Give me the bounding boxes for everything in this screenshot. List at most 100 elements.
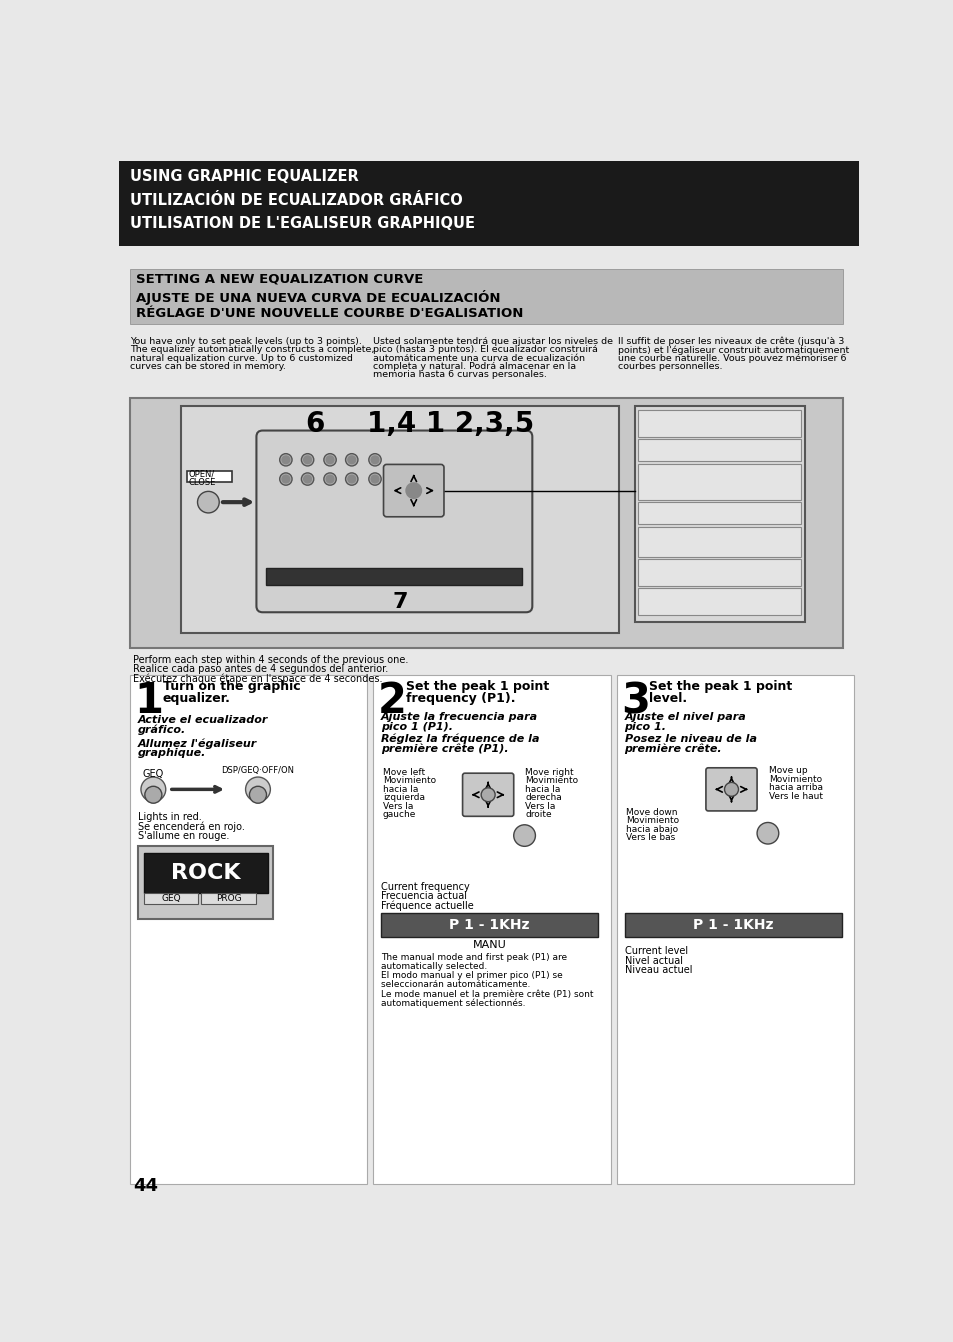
Bar [624,913,841,937]
Bar [381,913,598,937]
Circle shape [757,823,778,844]
Text: Posez le niveau de la: Posez le niveau de la [624,734,756,743]
Text: P 1 - 1KHz: P 1 - 1KHz [449,918,530,931]
Text: Active el ecualizador: Active el ecualizador [137,715,268,726]
Text: Turn on the graphic: Turn on the graphic [162,680,300,692]
Text: level.: level. [649,692,687,706]
Text: memoria hasta 6 curvas personales.: memoria hasta 6 curvas personales. [373,370,547,380]
Text: Set the peak 1 point: Set the peak 1 point [406,680,549,692]
Circle shape [141,777,166,801]
Text: Realice cada paso antes de 4 segundos del anterior.: Realice cada paso antes de 4 segundos de… [133,664,388,674]
Text: natural equalization curve. Up to 6 customized: natural equalization curve. Up to 6 cust… [130,353,353,362]
Text: automáticamente una curva de ecualización: automáticamente una curva de ecualizació… [373,353,585,362]
Text: Perform each step within 4 seconds of the previous one.: Perform each step within 4 seconds of th… [133,655,408,664]
Circle shape [245,777,270,801]
Text: OPEN/: OPEN/ [188,470,214,479]
Text: courbes personnelles.: courbes personnelles. [617,362,721,370]
Bar [137,847,274,919]
Circle shape [513,825,535,847]
Circle shape [345,454,357,466]
Text: PROG: PROG [215,894,241,903]
Text: 7: 7 [392,592,407,612]
Text: The manual mode and first peak (P1) are: The manual mode and first peak (P1) are [381,953,567,962]
FancyBboxPatch shape [256,431,532,612]
Text: USING GRAPHIC EQUALIZER: USING GRAPHIC EQUALIZER [130,169,358,184]
Text: curves can be stored in memory.: curves can be stored in memory. [130,362,286,370]
Text: 44: 44 [133,1177,158,1196]
Text: une courbe naturelle. Vous pouvez mémoriser 6: une courbe naturelle. Vous pouvez mémori… [617,353,845,364]
Text: Ajuste el nivel para: Ajuste el nivel para [624,713,745,722]
Text: hacia arriba: hacia arriba [768,784,821,792]
Circle shape [371,456,378,463]
Circle shape [301,454,314,466]
Text: izquierda: izquierda [382,793,424,803]
Text: pico (hasta 3 puntos). El ecualizador construirá: pico (hasta 3 puntos). El ecualizador co… [373,345,598,354]
Text: frequency (P1).: frequency (P1). [406,692,515,706]
Text: P 1 - 1KHz: P 1 - 1KHz [692,918,773,931]
Bar [638,560,801,586]
Circle shape [369,454,381,466]
Text: UTILIZACIÓN DE ECUALIZADOR GRÁFICO: UTILIZACIÓN DE ECUALIZADOR GRÁFICO [130,193,462,208]
Text: equalizer.: equalizer. [162,692,231,706]
Text: MANU: MANU [473,941,506,950]
Text: Lights in red.: Lights in red. [137,812,201,823]
Text: Move right: Move right [525,768,574,777]
Circle shape [301,472,314,486]
Text: AJUSTE DE UNA NUEVA CURVA DE ECUALIZACIÓN: AJUSTE DE UNA NUEVA CURVA DE ECUALIZACIÓ… [136,290,500,305]
Circle shape [279,472,292,486]
Bar [617,675,853,1184]
Text: hacia abajo: hacia abajo [625,825,678,833]
Circle shape [326,475,334,483]
Text: Il suffit de poser les niveaux de crête (jusqu'à 3: Il suffit de poser les niveaux de crête … [617,337,843,346]
FancyBboxPatch shape [705,768,757,811]
Text: pico 1.: pico 1. [624,722,666,731]
Text: RÉGLAGE D'UNE NOUVELLE COURBE D'EGALISATION: RÉGLAGE D'UNE NOUVELLE COURBE D'EGALISAT… [136,306,523,319]
Text: The equalizer automatically constructs a complete,: The equalizer automatically constructs a… [130,345,375,354]
Circle shape [197,491,219,513]
Text: Réglez la fréquence de la: Réglez la fréquence de la [381,734,539,745]
Text: Current frequency: Current frequency [381,882,470,892]
Bar [144,894,198,905]
Text: Move left: Move left [382,768,424,777]
Text: Current level: Current level [624,946,687,957]
Bar [130,675,367,1184]
Bar [119,161,858,246]
Text: derecha: derecha [525,793,561,803]
Bar [201,894,255,905]
Text: droite: droite [525,811,552,819]
Text: première crête.: première crête. [624,743,721,754]
Circle shape [303,456,311,463]
Text: Vers la: Vers la [525,801,556,811]
Text: Fréquence actuelle: Fréquence actuelle [381,900,474,911]
Text: Vers le bas: Vers le bas [625,833,675,843]
Text: pico 1 (P1).: pico 1 (P1). [381,722,453,731]
Circle shape [371,475,378,483]
Circle shape [303,475,311,483]
Text: CLOSE: CLOSE [188,478,215,487]
Text: Vers la: Vers la [382,801,413,811]
Bar [144,852,268,892]
Bar [638,502,801,525]
Text: 2: 2 [377,680,407,722]
FancyBboxPatch shape [462,773,513,816]
Text: Set the peak 1 point: Set the peak 1 point [649,680,792,692]
Circle shape [145,786,162,804]
Text: Movimiento: Movimiento [768,774,821,784]
Circle shape [406,483,421,498]
Text: Le mode manuel et la première crête (P1) sont: Le mode manuel et la première crête (P1)… [381,989,593,998]
Circle shape [480,788,495,801]
Text: 3: 3 [620,680,650,722]
Circle shape [723,782,738,796]
Text: Niveau actuel: Niveau actuel [624,965,691,974]
Text: Movimiento: Movimiento [525,776,578,785]
Text: ROCK: ROCK [172,863,240,883]
Bar [130,399,842,648]
Text: hacia la: hacia la [525,785,560,793]
Text: GEQ: GEQ [143,769,164,780]
Text: points) et l'égaliseur construit automatiquement: points) et l'égaliseur construit automat… [617,345,848,354]
Text: Exécutez chaque étape en l'espace de 4 secondes.: Exécutez chaque étape en l'espace de 4 s… [133,674,382,683]
Text: hacia la: hacia la [382,785,417,793]
Text: Movimiento: Movimiento [382,776,436,785]
Circle shape [323,454,335,466]
Bar [638,527,801,557]
